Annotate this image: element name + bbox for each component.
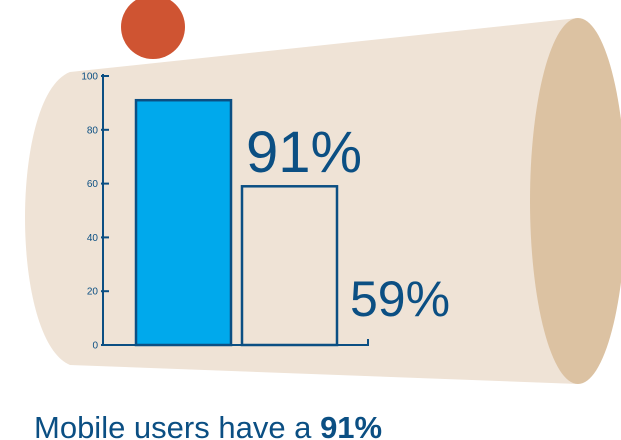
y-tick-label: 0 [92,341,98,352]
cylinder-end [530,18,621,384]
bar-chart: 0 20 40 60 80 100 91% 59% [81,72,450,352]
y-tick-label: 60 [87,179,99,190]
bar-filled [134,98,233,347]
decorative-dot [121,0,185,59]
caption: Mobile users have a 91% [34,412,382,440]
y-tick-label: 40 [87,233,99,244]
caption-highlight: 91% [320,410,383,440]
y-tick-label: 100 [81,72,98,83]
y-tick-label: 80 [87,125,99,136]
y-tick-label: 20 [87,287,99,298]
bar-outline [240,185,339,347]
cylinder-body [25,18,578,384]
data-label: 59% [350,271,450,327]
caption-text: Mobile users have a [34,410,312,440]
data-label: 91% [246,120,362,185]
